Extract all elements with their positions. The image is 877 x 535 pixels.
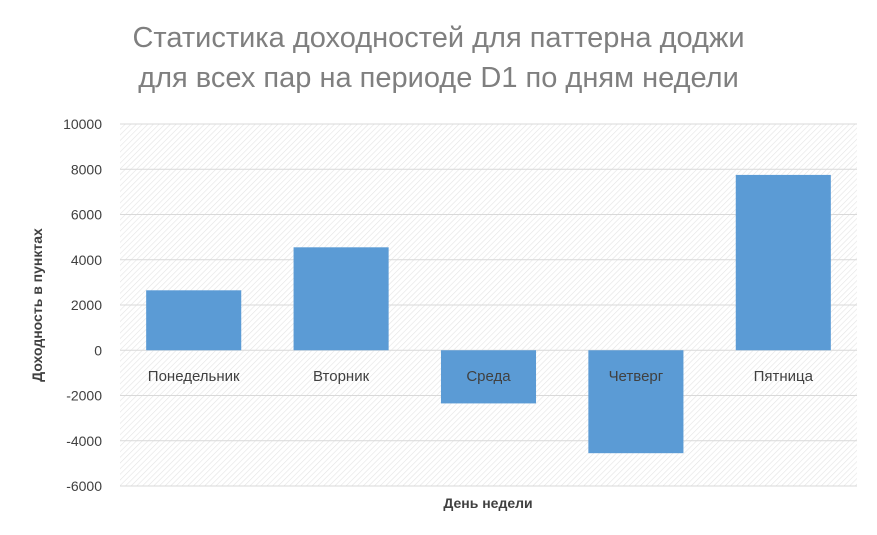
bar — [146, 290, 242, 351]
bar — [588, 350, 684, 454]
category-label: Среда — [466, 368, 511, 385]
bar — [735, 174, 831, 351]
bars — [146, 174, 831, 454]
y-tick-label: 2000 — [71, 297, 102, 313]
category-label: Понедельник — [148, 368, 240, 385]
chart-title-line-1: Статистика доходностей для паттерна додж… — [132, 22, 745, 54]
gridlines — [120, 123, 857, 487]
chart-title: Статистика доходностей для паттерна додж… — [0, 18, 877, 98]
y-tick-label: -6000 — [66, 478, 102, 494]
bar — [293, 247, 389, 351]
chart-title-line-2: для всех пар на периоде D1 по дням недел… — [138, 62, 739, 94]
y-axis-ticks: 10000 8000 6000 4000 2000 0 -2000 -4000 -6000 — [63, 116, 102, 494]
y-tick-label: 4000 — [71, 252, 102, 268]
category-labels: Понедельник Вторник Среда Четверг Пятница — [148, 368, 814, 385]
y-tick-label: 8000 — [71, 161, 102, 177]
y-tick-label: -2000 — [66, 388, 102, 404]
category-label: Четверг — [609, 368, 664, 385]
y-tick-label: 0 — [94, 342, 102, 358]
y-tick-label: 10000 — [63, 116, 102, 132]
x-axis-title: День недели — [443, 495, 532, 511]
y-axis-title: Доходность в пунктах — [29, 228, 45, 382]
category-label: Пятница — [754, 368, 814, 385]
y-tick-label: 6000 — [71, 207, 102, 223]
category-label: Вторник — [313, 368, 370, 385]
y-tick-label: -4000 — [66, 433, 102, 449]
bar — [440, 350, 537, 404]
